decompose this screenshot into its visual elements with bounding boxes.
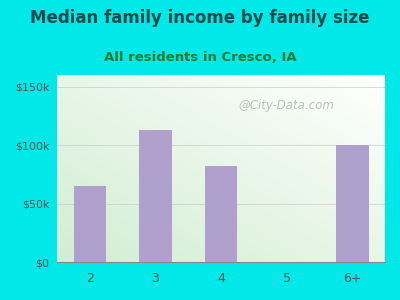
Text: @City-Data.com: @City-Data.com xyxy=(239,99,334,112)
Bar xyxy=(205,166,238,262)
Bar xyxy=(336,145,369,262)
Text: All residents in Cresco, IA: All residents in Cresco, IA xyxy=(104,51,296,64)
Text: Median family income by family size: Median family income by family size xyxy=(30,9,370,27)
Bar xyxy=(139,130,172,262)
Bar xyxy=(74,186,106,262)
